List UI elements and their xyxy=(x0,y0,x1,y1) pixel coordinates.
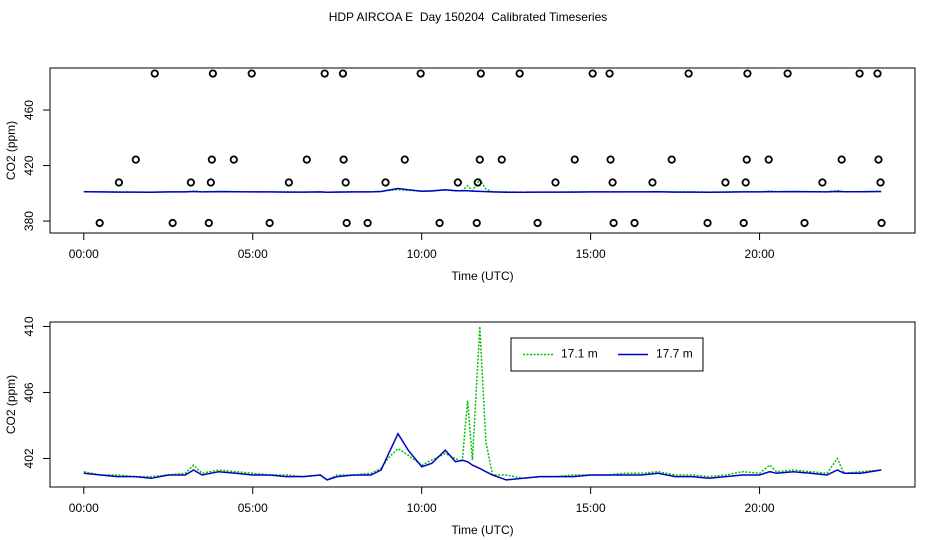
x-tick-label: 15:00 xyxy=(576,501,606,515)
marker-point xyxy=(476,69,485,78)
marker-point xyxy=(874,155,883,164)
marker-point xyxy=(497,155,506,164)
x-tick-label: 10:00 xyxy=(407,501,437,515)
marker-point xyxy=(742,155,751,164)
marker-point xyxy=(818,178,827,187)
y-tick-label: 406 xyxy=(22,382,36,402)
chart-title: HDP AIRCOA E Day 150204 Calibrated Times… xyxy=(329,10,608,24)
x-tick-label: 00:00 xyxy=(69,501,99,515)
marker-point xyxy=(247,69,256,78)
marker-point xyxy=(551,178,560,187)
marker-point xyxy=(703,218,712,228)
y-tick-label: 380 xyxy=(22,211,36,231)
x-tick-label: 20:00 xyxy=(745,501,775,515)
y-tick-label: 460 xyxy=(22,100,36,120)
marker-point xyxy=(743,69,752,78)
marker-point xyxy=(877,218,886,228)
x-tick-label: 05:00 xyxy=(238,501,268,515)
legend-label: 17.1 m xyxy=(561,347,598,361)
marker-point xyxy=(533,218,542,228)
marker-point xyxy=(208,69,217,78)
marker-point xyxy=(588,69,597,78)
series-line xyxy=(83,326,882,481)
marker-point xyxy=(400,155,409,164)
marker-point xyxy=(630,218,639,228)
marker-point xyxy=(320,69,329,78)
marker-point xyxy=(207,155,216,164)
legend-box xyxy=(510,337,704,372)
marker-point xyxy=(684,69,693,78)
marker-point xyxy=(606,155,615,164)
marker-point xyxy=(342,218,351,228)
marker-point xyxy=(608,178,617,187)
marker-point xyxy=(764,155,773,164)
marker-point xyxy=(284,178,293,187)
marker-point xyxy=(605,69,614,78)
marker-point xyxy=(341,178,350,187)
marker-point xyxy=(472,218,481,228)
marker-point xyxy=(363,218,372,228)
marker-point xyxy=(114,178,124,187)
y-axis-label: CO2 (ppm) xyxy=(4,375,18,434)
plot-frame xyxy=(49,67,916,234)
plot-frame xyxy=(49,321,916,488)
marker-point xyxy=(95,218,104,228)
marker-point xyxy=(339,155,348,164)
series-line xyxy=(83,432,882,481)
x-tick-label: 05:00 xyxy=(238,247,268,261)
marker-point xyxy=(515,69,524,78)
marker-point xyxy=(873,69,882,78)
marker-point xyxy=(475,155,484,164)
x-tick-label: 00:00 xyxy=(69,247,99,261)
x-tick-label: 10:00 xyxy=(407,247,437,261)
marker-point xyxy=(302,155,311,164)
marker-point xyxy=(186,178,196,187)
marker-point xyxy=(876,178,885,187)
marker-point xyxy=(338,69,348,78)
marker-point xyxy=(206,178,215,187)
series-line xyxy=(83,187,882,194)
x-axis-label: Time (UTC) xyxy=(451,523,513,537)
marker-point xyxy=(204,218,213,228)
y-tick-label: 402 xyxy=(22,448,36,468)
y-axis-label: CO2 (ppm) xyxy=(4,121,18,180)
marker-point xyxy=(739,218,748,228)
marker-point xyxy=(783,69,792,78)
marker-point xyxy=(741,178,750,187)
y-tick-label: 410 xyxy=(22,316,36,336)
marker-point xyxy=(609,218,618,228)
marker-point xyxy=(265,218,274,228)
marker-point xyxy=(381,178,390,187)
marker-point xyxy=(721,178,730,187)
marker-point xyxy=(416,69,425,78)
marker-point xyxy=(229,155,238,164)
marker-point xyxy=(131,155,140,164)
x-tick-label: 15:00 xyxy=(576,247,606,261)
marker-point xyxy=(800,218,809,228)
marker-point xyxy=(168,218,177,228)
y-tick-label: 420 xyxy=(22,155,36,175)
legend-label: 17.7 m xyxy=(656,347,693,361)
marker-point xyxy=(667,155,676,164)
marker-point xyxy=(473,178,482,187)
x-tick-label: 20:00 xyxy=(745,247,775,261)
marker-point xyxy=(453,178,462,187)
marker-point xyxy=(855,69,864,78)
series-line xyxy=(83,178,882,194)
marker-point xyxy=(435,218,444,228)
x-axis-label: Time (UTC) xyxy=(451,269,513,283)
marker-point xyxy=(570,155,579,164)
marker-point xyxy=(648,178,657,187)
marker-point xyxy=(150,69,159,78)
marker-point xyxy=(837,155,846,164)
